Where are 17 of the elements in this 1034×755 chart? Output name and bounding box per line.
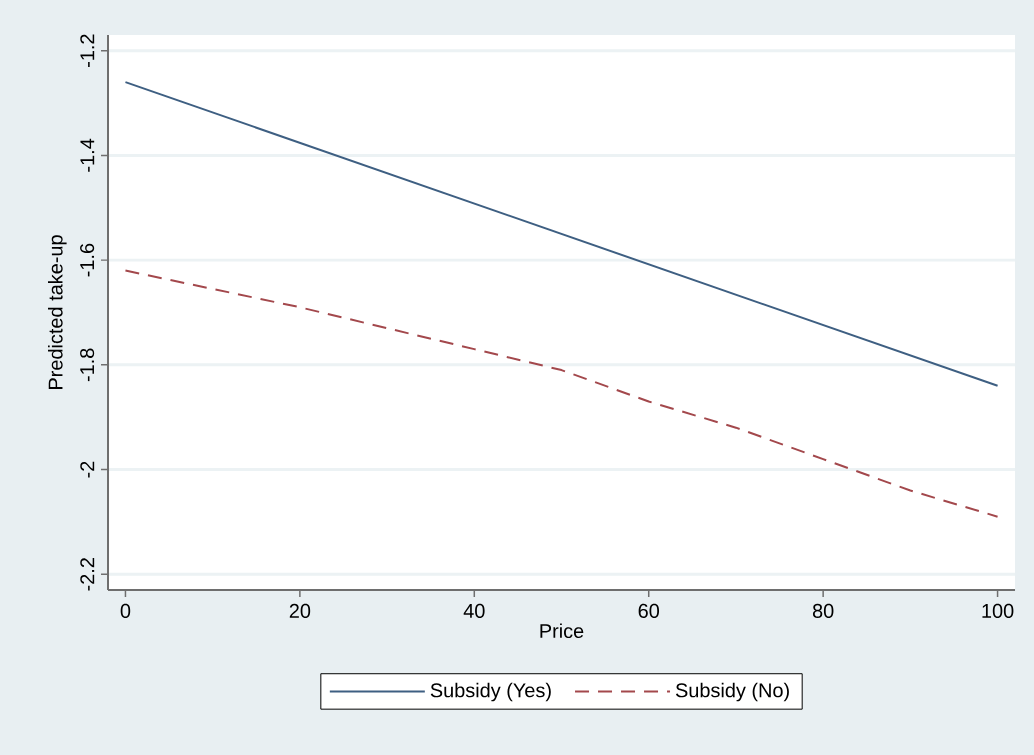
x-tick-label: 80 [812,603,834,618]
line-series [124,269,999,518]
legend-label: Subsidy (Yes) [430,682,551,702]
x-tick-label: 100 [982,603,1014,618]
x-tick-label: 20 [289,603,311,618]
y-tick-label: -2.2 [80,558,95,591]
x-tick-label: 0 [120,603,131,618]
legend-label: Subsidy (No) [675,682,789,702]
x-axis-title: Price [540,623,584,639]
y-tick-label: -1.4 [80,138,95,172]
x-tick-label: 40 [463,603,485,618]
x-tick-label: 60 [638,603,660,618]
y-tick-label: -1.8 [80,348,95,382]
y-tick-label: -1.6 [80,243,95,277]
y-tick-label: -2 [80,461,95,478]
y-axis-title: Predicted take-up [48,235,67,389]
y-tick-label: -1.2 [80,34,95,67]
